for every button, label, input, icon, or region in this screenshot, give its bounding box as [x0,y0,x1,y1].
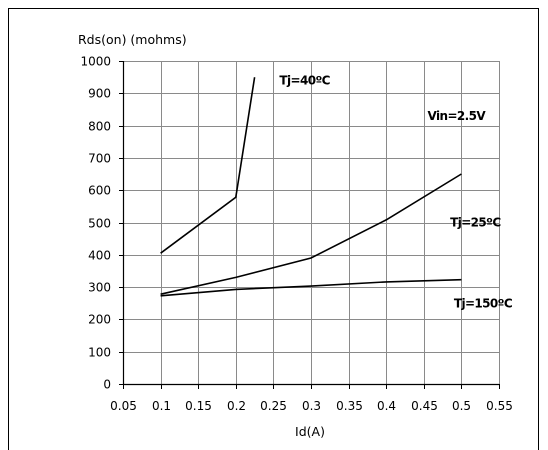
x-tick-label: 0.15 [185,399,212,413]
x-tick-label: 0.55 [486,399,513,413]
x-tick-label: 0.35 [336,399,363,413]
y-tick-label: 900 [88,87,111,101]
x-tick-label: 0.25 [260,399,287,413]
x-tick-label: 0.5 [452,399,471,413]
series-line [160,278,462,297]
y-tick-label: 800 [88,120,111,134]
y-tick-label: 400 [88,249,111,263]
annotation-label: Tj=25ºC [450,216,501,230]
axes [119,61,500,389]
y-tick-label: 300 [88,281,111,295]
series-line [160,173,462,295]
x-axis-title: Id(A) [295,424,325,439]
x-tick-label: 0.2 [227,399,246,413]
y-tick-label: 600 [88,184,111,198]
y-tick-label: 200 [88,313,111,327]
y-tick-label: 700 [88,152,111,166]
x-tick-label: 0.4 [377,399,396,413]
annotation-label: Tj=40ºC [279,73,330,87]
x-tick-label: 0.1 [152,399,171,413]
annotations: Tj=40ºC Vin=2.5V Tj=25ºC Tj=150ºC [279,73,513,310]
y-tick-label: 0 [103,378,111,392]
x-tick-label: 0.05 [110,399,137,413]
y-tick-label: 1000 [80,55,111,69]
series-lines [160,77,462,297]
series-line [160,77,256,254]
frame-top-border [8,8,539,9]
annotation-label: Tj=150ºC [454,296,513,310]
grid [123,61,500,384]
frame-right-border [538,8,539,450]
y-axis-title: Rds(on) (mohms) [78,32,187,47]
x-tick-label: 0.45 [411,399,438,413]
y-tick-label: 500 [88,217,111,231]
annotation-label: Vin=2.5V [428,109,487,123]
y-tick-label: 100 [88,346,111,360]
x-tick-label: 0.3 [302,399,321,413]
tick-labels: 0 100 200 300 400 500 600 700 800 900 1000 0.05 0.1 0… [80,55,512,414]
frame-left-border [8,8,9,450]
